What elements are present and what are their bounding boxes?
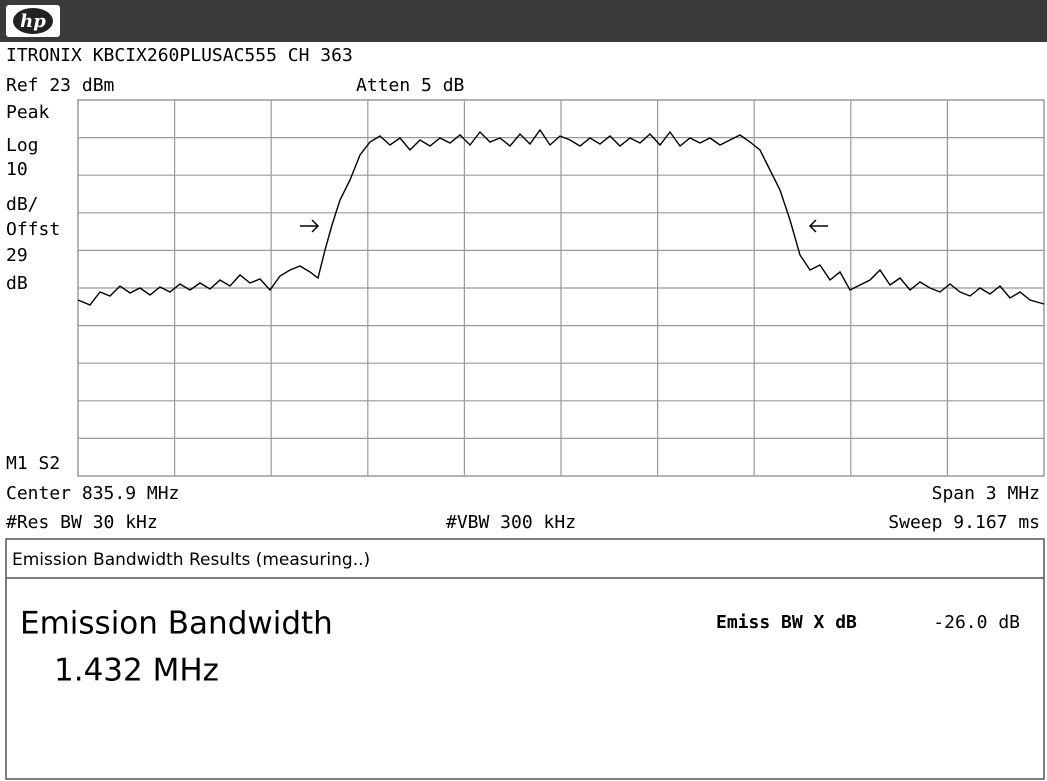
marker-label: M1 S2 [6,453,60,474]
top-bar [0,0,1047,42]
video-bandwidth: #VBW 300 kHz [446,512,576,533]
attenuation: Atten 5 dB [356,75,464,96]
side-label: Offst [6,219,60,240]
results-header: Emission Bandwidth Results (measuring..) [12,550,370,570]
ref-level: Ref 23 dBm [6,75,114,96]
side-label: dB/ [6,194,39,215]
results-panel [5,538,1045,780]
parameter-label: Emiss BW X dB [716,612,857,633]
span: Span 3 MHz [932,483,1040,504]
resolution-bandwidth: #Res BW 30 kHz [6,512,158,533]
logo-badge [13,8,53,34]
side-label: 10 [6,159,28,180]
side-label: dB [6,273,28,294]
measurement-value: 1.432 MHz [54,653,219,689]
parameter-value: -26.0 dB [933,612,1020,633]
trace [77,128,1045,306]
side-label: Log [6,135,39,156]
logo: hp [20,11,46,32]
graticule [77,99,1045,477]
center-frequency: Center 835.9 MHz [6,483,179,504]
side-label: 29 [6,245,28,266]
sweep-time: Sweep 9.167 ms [888,512,1040,533]
title: ITRONIX KBCIX260PLUSAC555 CH 363 [6,45,353,66]
measurement-label: Emission Bandwidth [20,606,333,642]
side-label: Peak [6,102,50,123]
bandwidth-arrows [300,219,828,233]
